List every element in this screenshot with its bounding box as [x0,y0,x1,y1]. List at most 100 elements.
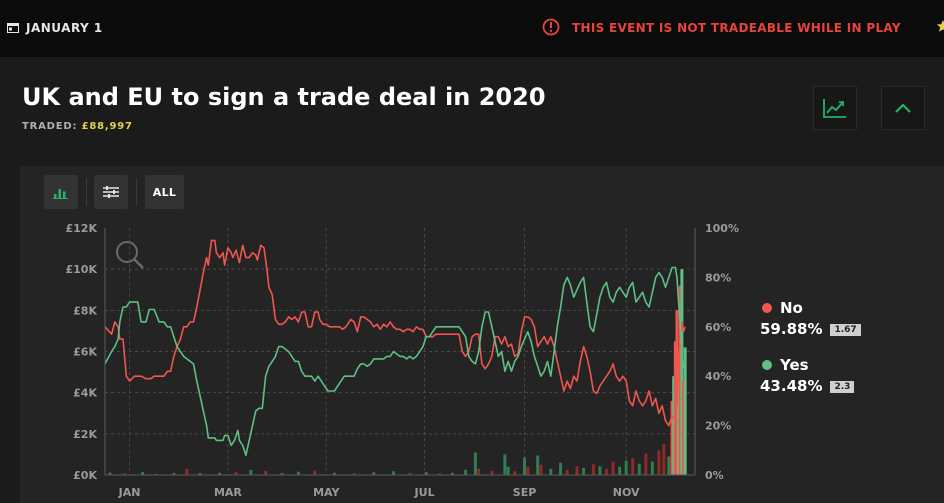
x-axis-tick: JAN [118,486,141,499]
x-axis-tick: MAY [313,486,340,499]
left-axis-tick: £8K [73,304,97,317]
traded-amount: £88,997 [81,121,133,132]
volume-bar [450,472,454,475]
volume-bar [526,466,530,475]
volume-bar [234,472,238,475]
traded-info: TRADED: £88,997 [22,121,133,132]
volume-bar [313,470,317,475]
volume-bar [523,457,527,475]
legend-pct-yes: 43.48% [760,377,823,395]
volume-bar [536,455,540,475]
volume-bar [637,463,641,475]
right-axis-tick: 80% [705,271,731,284]
volume-bar [575,466,579,475]
volume-bar [624,460,628,475]
left-axis-tick: £12K [66,222,98,235]
odds-badge-yes: 2.3 [830,381,855,393]
not-tradeable-warning: THIS EVENT IS NOT TRADEABLE WHILE IN PLA… [572,21,901,35]
legend-dot-yes [762,360,772,370]
volume-bar [473,452,477,475]
x-axis-tick: NOV [613,486,640,499]
volume-bar [513,471,517,475]
legend-yes[interactable]: Yes 43.48% 2.3 [760,355,855,395]
volume-bar [677,367,681,475]
market-title: UK and EU to sign a trade deal in 2020 [22,83,546,111]
legend-name-no: No [780,299,803,317]
volume-bar [682,380,686,475]
volume-bar [391,471,395,475]
volume-bar [565,469,569,475]
chart-settings-button[interactable] [94,175,128,209]
x-axis-tick: SEP [513,486,537,499]
volume-bar [154,473,158,475]
series-line-no [104,239,686,427]
right-axis-tick: 20% [705,420,731,433]
volume-bar [296,471,300,475]
traded-label: TRADED: [22,121,78,132]
top-bar: JANUARY 1 THIS EVENT IS NOT TRADEABLE WH… [0,0,944,57]
volume-bar [332,472,336,475]
volume-bar [672,376,676,475]
volume-bar [172,472,176,475]
volume-toggle-button[interactable] [44,175,78,209]
volume-bar [372,472,376,475]
volume-bar [559,462,563,475]
right-axis-tick: 0% [705,469,724,482]
chart-toggle-button[interactable] [813,86,857,130]
volume-bar [280,473,284,475]
volume-bar [670,400,674,475]
right-axis-tick: 40% [705,370,731,383]
volume-bar [123,473,127,475]
legend-no[interactable]: No 59.88% 1.67 [760,298,861,338]
series-line-yes [104,266,686,457]
left-axis-tick: £4K [73,387,97,400]
toolbar-divider [86,178,87,206]
left-axis-tick: £6K [73,346,97,359]
volume-bar [249,469,253,475]
left-axis-tick: £10K [66,263,98,276]
volume-bar [108,472,112,475]
volume-bar [650,461,654,475]
search-zoom-icon[interactable] [116,241,144,269]
volume-bar [683,347,687,475]
volume-bar [198,473,202,475]
range-all-button[interactable]: ALL [145,175,184,209]
volume-bar [490,470,494,475]
volume-bar [591,464,595,475]
chevron-up-icon [895,103,911,113]
volume-bar [673,341,677,475]
bar-chart-icon [53,189,68,199]
range-all-label: ALL [152,185,177,199]
volume-bar [477,468,481,475]
calendar-icon [7,23,19,33]
star-icon[interactable] [936,19,944,33]
volume-bar [408,472,412,475]
right-axis-tick: 100% [705,222,739,235]
volume-bar [506,466,510,475]
volume-bar [611,461,615,475]
volume-bar [657,450,661,475]
legend-dot-no [762,303,772,313]
left-axis-tick: £0K [73,469,97,482]
volume-bar [598,466,602,475]
collapse-button[interactable] [881,86,925,130]
volume-bar [464,469,468,475]
volume-bar [618,466,622,475]
volume-bar [185,468,189,475]
volume-bar [662,444,666,475]
right-axis-tick: 60% [705,321,731,334]
volume-bar [680,269,684,475]
x-axis-tick: JUL [414,486,435,499]
line-chart-icon [823,99,846,118]
toolbar-divider [136,178,137,206]
volume-bar [678,285,682,475]
volume-bar [503,454,507,475]
legend-pct-no: 59.88% [760,320,823,338]
chart-panel [20,166,944,503]
event-date: JANUARY 1 [26,21,103,35]
volume-bar [437,473,441,475]
odds-badge-no: 1.67 [830,324,861,336]
volume-bar [605,468,608,475]
alert-circle-icon [542,18,560,36]
